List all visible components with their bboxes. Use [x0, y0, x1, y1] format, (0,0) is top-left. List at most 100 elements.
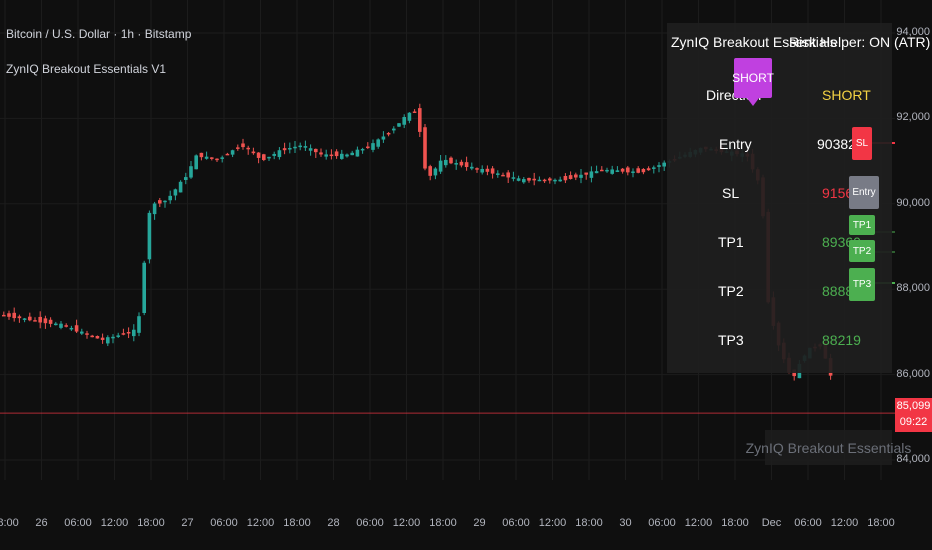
time-tick-11: 12:00	[392, 517, 421, 529]
time-tick-4: 18:00	[137, 517, 165, 529]
candle-body	[111, 336, 115, 339]
candle-body	[662, 162, 666, 167]
row-label-sl: SL	[722, 185, 740, 201]
candle-body	[90, 335, 94, 338]
candle-body	[12, 312, 16, 319]
time-tick-7: 12:00	[246, 517, 275, 529]
tp1-level-tag[interactable]: TP1	[849, 215, 875, 235]
sl-level-tag[interactable]: SL	[852, 127, 872, 160]
candle-body	[184, 177, 188, 180]
candle-body	[293, 146, 297, 149]
candle-body	[308, 148, 313, 151]
time-tick-3: 12:00	[100, 517, 129, 529]
current-price-label: 85,099 09:22	[895, 398, 932, 432]
candle-body	[262, 154, 266, 161]
price-tick-5: 84,000	[896, 453, 930, 465]
time-axis[interactable]: 18:00 26 06:00 12:00 18:00 27 06:00 12:00 18:00 2…	[0, 480, 932, 550]
candle-body	[256, 152, 261, 158]
price-tick-2: 90,000	[896, 196, 930, 209]
candle-body	[272, 153, 276, 156]
candle-body	[386, 132, 391, 135]
candle-body	[298, 145, 302, 148]
candle-body	[2, 314, 6, 317]
candle-body	[54, 323, 58, 326]
row-label-tp1: TP1	[718, 234, 744, 250]
candle-body	[548, 178, 552, 181]
tp2-level-tag[interactable]: TP2	[849, 240, 875, 262]
candle-body	[64, 325, 68, 327]
candle-body	[584, 172, 588, 175]
candle-body	[553, 179, 557, 182]
candle-body	[345, 154, 349, 157]
candle-body	[641, 168, 646, 173]
candle-body	[43, 318, 48, 324]
time-tick-24: 18:00	[867, 517, 895, 529]
candle-body	[59, 323, 63, 328]
candle-body	[615, 170, 620, 172]
candle-body	[158, 200, 162, 204]
candle-body	[126, 331, 131, 334]
candle-body	[620, 168, 625, 172]
time-tick-20: 18:00	[721, 517, 749, 529]
candle-body	[433, 168, 438, 176]
candle-body	[563, 176, 568, 181]
time-tick-18: 06:00	[648, 517, 676, 529]
time-tick-15: 12:00	[538, 517, 567, 529]
candle-body	[100, 337, 105, 340]
candle-body	[527, 177, 531, 181]
time-tick-12: 18:00	[429, 517, 457, 529]
candle-body	[568, 175, 573, 179]
candle-body	[589, 171, 594, 178]
candle-body	[95, 336, 100, 339]
candle-body	[38, 316, 42, 323]
candle-body	[423, 127, 427, 169]
candle-body	[459, 161, 464, 166]
candle-body	[376, 139, 380, 147]
symbol-title[interactable]: Bitcoin / U.S. Dollar · 1h · Bitstamp	[6, 27, 192, 41]
candle-body	[137, 316, 141, 333]
candle-body	[241, 143, 245, 148]
candle-body	[454, 163, 458, 165]
candle-body	[464, 162, 469, 168]
time-tick-8: 18:00	[283, 517, 311, 529]
time-tick-2: 06:00	[64, 517, 92, 529]
candle-body	[178, 181, 183, 193]
candle-body	[163, 200, 167, 203]
price-tick-0: 94,000	[896, 26, 930, 38]
candle-body	[350, 152, 354, 156]
time-tick-23: 12:00	[830, 517, 859, 529]
row-label-entry: Entry	[719, 136, 752, 152]
indicator-title[interactable]: ZynIQ Breakout Essentials V1	[6, 62, 167, 76]
candle-body	[230, 150, 235, 155]
tp3-level-tag[interactable]: TP3	[849, 268, 875, 301]
candle-body	[303, 146, 308, 148]
price-tick-3: 88,000	[896, 282, 930, 295]
candle-body	[558, 179, 562, 182]
candle-body	[428, 166, 432, 176]
candle-body	[121, 333, 126, 335]
short-signal-arrow	[747, 98, 759, 106]
candle-body	[282, 148, 287, 151]
time-tick-21: Dec	[761, 517, 782, 529]
time-tick-5: 27	[181, 517, 194, 529]
candle-body	[319, 152, 323, 155]
candle-body	[173, 189, 178, 196]
candle-body	[366, 146, 370, 149]
candle-body	[28, 316, 32, 321]
indicator-watermark: ZynIQ Breakout Essentials	[746, 430, 911, 465]
time-tick-1: 26	[35, 517, 48, 529]
candle-body	[17, 316, 22, 319]
candle-body	[626, 167, 630, 173]
candle-body	[470, 166, 474, 169]
candle-body	[371, 143, 375, 150]
candle-body	[106, 337, 110, 344]
candle-body	[246, 147, 250, 150]
price-axis[interactable]: 94,000 92,000 90,000 88,000 86,000 84,000	[895, 0, 932, 480]
row-value-tp3: 88219	[822, 332, 861, 348]
short-signal-marker[interactable]: SHORT	[732, 58, 774, 106]
candle-body	[204, 156, 209, 159]
entry-level-tag[interactable]: Entry	[849, 176, 879, 209]
candle-body	[402, 117, 406, 125]
time-tick-16: 18:00	[575, 517, 603, 529]
candle-body	[522, 179, 526, 183]
